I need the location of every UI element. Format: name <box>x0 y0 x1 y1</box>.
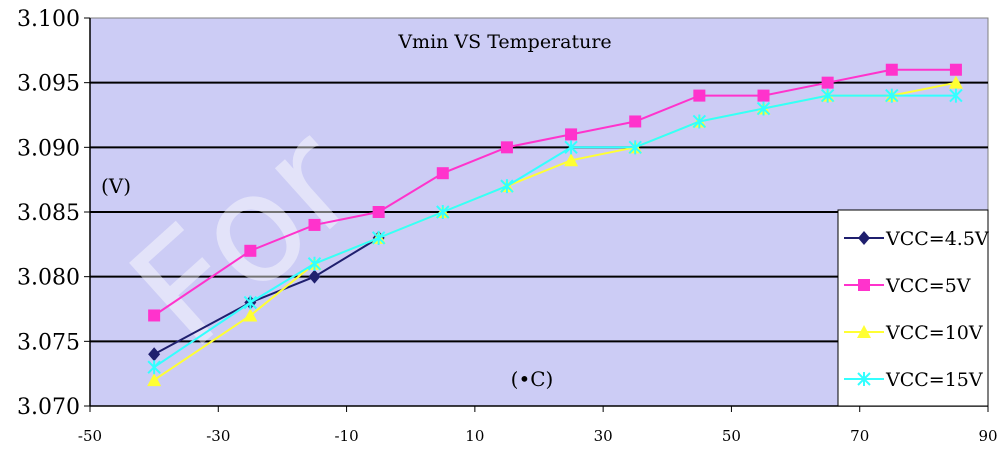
data-point <box>500 141 513 154</box>
data-point <box>949 63 962 76</box>
data-point <box>820 88 835 103</box>
data-point <box>692 114 707 129</box>
y-tick-label: 3.090 <box>17 136 80 161</box>
data-point <box>948 75 963 89</box>
data-point <box>885 88 899 103</box>
data-point <box>885 63 898 76</box>
series-1 <box>148 63 962 322</box>
legend-marker <box>857 325 871 338</box>
data-point <box>565 128 578 141</box>
data-point <box>564 140 578 155</box>
y-tick-label: 3.095 <box>17 72 80 97</box>
legend-item: VCC=10V <box>844 322 983 344</box>
legend-label: VCC=5V <box>885 275 971 297</box>
legend-item: VCC=4.5V <box>844 228 989 250</box>
data-point <box>147 360 161 375</box>
y-tick-label: 3.080 <box>17 266 80 291</box>
x-tick-label: 10 <box>465 427 484 445</box>
data-point <box>147 373 162 387</box>
legend-marker <box>857 372 871 386</box>
legend-item: VCC=15V <box>844 369 983 391</box>
x-tick-label: -30 <box>206 427 230 445</box>
data-point <box>372 206 385 218</box>
y-tick-label: 3.085 <box>17 201 80 226</box>
series-group <box>147 63 963 387</box>
data-point <box>693 89 706 102</box>
data-point <box>148 309 161 322</box>
data-point <box>436 167 449 180</box>
legend-label: VCC=4.5V <box>885 228 989 250</box>
y-axis-label: (V) <box>101 174 131 198</box>
data-point <box>371 230 386 245</box>
data-point <box>307 256 322 271</box>
x-axis-label: (•C) <box>511 367 554 391</box>
data-point <box>243 295 258 310</box>
legend-label: VCC=10V <box>885 322 983 344</box>
legend-marker <box>858 231 870 245</box>
legend-label: VCC=15V <box>885 369 983 391</box>
data-point <box>148 347 161 362</box>
data-point <box>308 269 321 284</box>
y-tick-label: 3.070 <box>17 395 80 420</box>
chart-title: Vmin VS Temperature <box>397 31 611 53</box>
y-tick-label: 3.100 <box>17 7 80 32</box>
data-point <box>500 179 514 194</box>
x-tick-label: -50 <box>78 427 102 445</box>
y-tick-label: 3.075 <box>17 330 80 355</box>
data-point <box>308 218 321 231</box>
y-axis: 3.070 3.075 3.080 3.085 3.090 3.095 3.100 <box>17 7 91 420</box>
data-point <box>757 89 770 102</box>
legend: VCC=4.5V VCC=5V VCC=10V VCC=15V <box>837 209 989 407</box>
data-point <box>436 205 450 219</box>
data-point <box>628 140 642 155</box>
x-tick-label: 90 <box>978 427 997 445</box>
data-point <box>821 76 834 89</box>
x-tick-label: 70 <box>850 427 869 445</box>
x-tick-label: -10 <box>334 427 358 445</box>
data-point <box>949 88 963 103</box>
data-point <box>244 244 257 257</box>
data-point <box>756 101 771 116</box>
x-tick-label: 50 <box>722 427 741 445</box>
data-point <box>629 115 642 128</box>
data-point <box>564 153 579 167</box>
data-point <box>243 308 258 322</box>
x-tick-label: 30 <box>594 427 613 445</box>
series-3 <box>147 88 963 375</box>
legend-marker <box>858 279 870 291</box>
legend-item: VCC=5V <box>844 275 971 297</box>
x-axis: -50 -30 -10 10 30 50 70 90 <box>78 405 998 445</box>
